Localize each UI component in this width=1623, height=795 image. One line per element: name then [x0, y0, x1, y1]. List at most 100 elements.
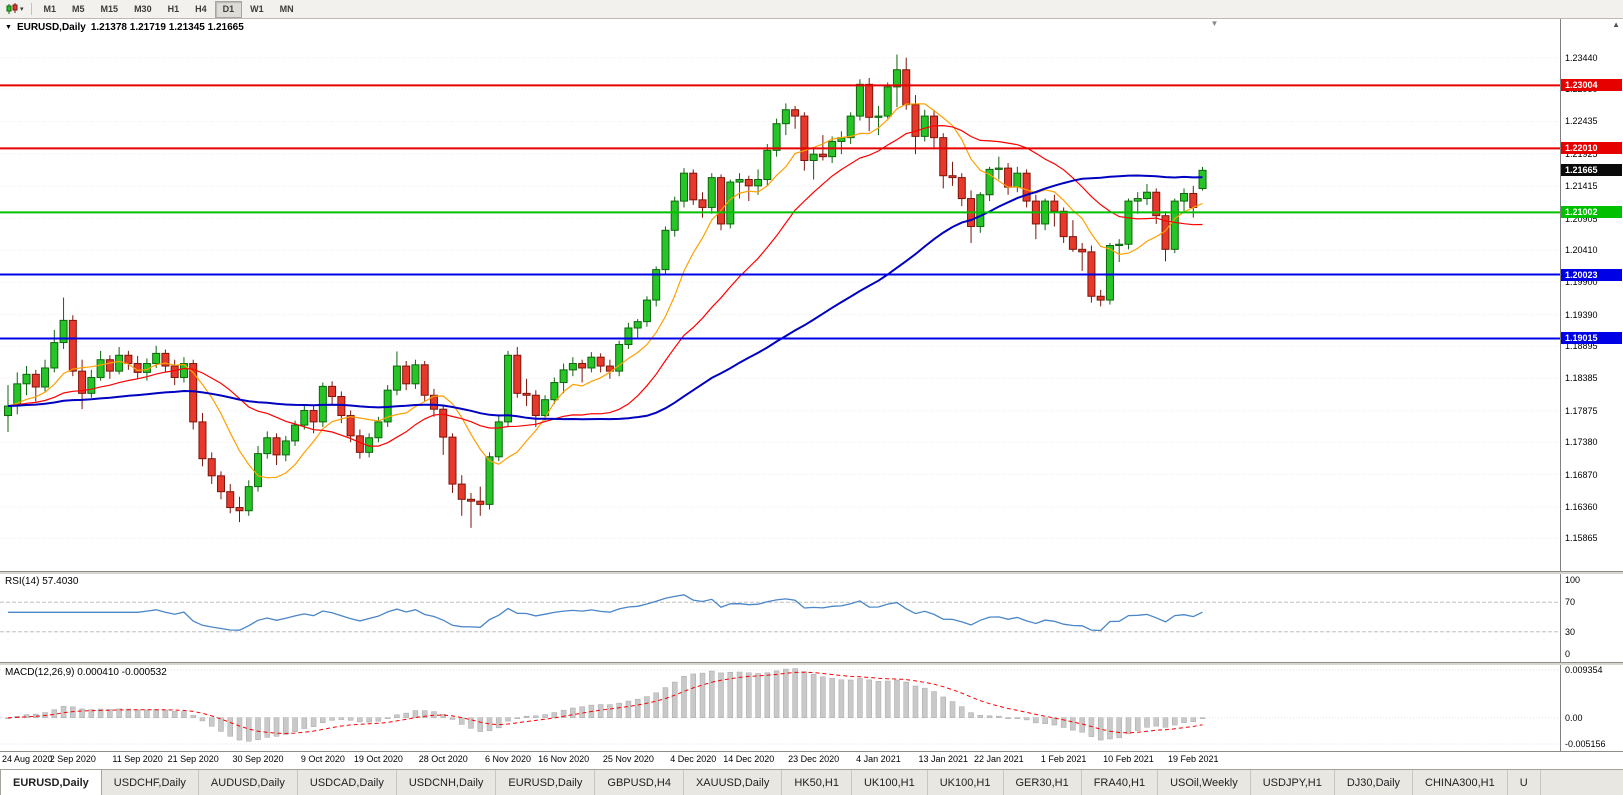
toolbar-separator: [30, 3, 32, 15]
chart-title-ohlc: 1.21378 1.21719 1.21345 1.21665: [90, 22, 244, 33]
time-axis-label: 1 Feb 2021: [1040, 754, 1087, 764]
rsi-axis-label: 70: [1565, 597, 1576, 608]
chart-title: ▼ EURUSD,Daily 1.21378 1.21719 1.21345 1…: [5, 22, 244, 33]
macd-histogram: [5, 668, 1206, 742]
ma-20-line: [7, 124, 1203, 447]
tab-ger30-h1[interactable]: GER30,H1: [1003, 770, 1082, 795]
time-axis-label: 21 Sep 2020: [167, 754, 219, 764]
tab-usdcnh-daily[interactable]: USDCNH,Daily: [396, 770, 497, 795]
rsi-axis-label: 30: [1565, 626, 1576, 637]
price-axis-label: 1.20410: [1565, 244, 1598, 255]
tab-uk100-h1[interactable]: UK100,H1: [927, 770, 1004, 795]
tab-eurusd-daily[interactable]: EURUSD,Daily: [496, 770, 596, 795]
timeframe-button-m15[interactable]: M15: [100, 3, 119, 14]
macd-canvas[interactable]: [0, 665, 1560, 751]
macd-signal-line: [7, 671, 1203, 735]
time-axis-label: 4 Dec 2020: [670, 754, 717, 764]
time-axis-label: 14 Dec 2020: [723, 754, 775, 764]
time-axis-label: 22 Jan 2021: [974, 754, 1024, 764]
timeframe-button-d1[interactable]: D1: [214, 0, 243, 18]
price-axis-label: 1.19900: [1565, 277, 1598, 288]
price-axis-label: 1.16360: [1565, 501, 1598, 512]
time-axis-label: 6 Nov 2020: [485, 754, 532, 764]
panel-divider[interactable]: [0, 571, 1623, 574]
tab-gbpusd-h4[interactable]: GBPUSD,H4: [595, 770, 684, 795]
tab-usdchf-daily[interactable]: USDCHF,Daily: [101, 770, 199, 795]
price-line-marker: 1.19015: [1561, 332, 1622, 345]
timeframe-button-h4[interactable]: H4: [195, 3, 207, 14]
time-axis: 24 Aug 2020 2 Sep 2020 11 Sep 2020 21 Sep 2…: [0, 751, 1623, 769]
time-axis-label: 28 Oct 2020: [418, 754, 468, 764]
time-axis-label: 9 Oct 2020: [300, 754, 345, 764]
price-axis-label: 1.22435: [1565, 116, 1598, 127]
price-axis-label: 1.20905: [1565, 213, 1598, 224]
time-axis-label: 2 Sep 2020: [49, 754, 96, 764]
tab-usdcad-daily[interactable]: USDCAD,Daily: [297, 770, 397, 795]
dropdown-caret-icon: ▾: [20, 6, 24, 13]
price-axis-label: 1.21415: [1565, 181, 1598, 192]
macd-label: MACD(12,26,9) 0.000410 -0.000532: [5, 667, 167, 678]
price-axis-label: 1.16870: [1565, 469, 1598, 480]
price-line-marker: 1.20023: [1561, 268, 1622, 281]
tab-dj30-daily[interactable]: DJ30,Daily: [1334, 770, 1414, 795]
candlestick-glyph: [6, 3, 18, 14]
time-axis-label: 10 Feb 2021: [1103, 754, 1154, 764]
rsi-line: [8, 594, 1203, 632]
macd-axis-label: 0.009354: [1565, 665, 1603, 675]
chart-stack: ▼ EURUSD,Daily 1.21378 1.21719 1.21345 1…: [0, 19, 1623, 769]
tab-eurusd-daily[interactable]: EURUSD,Daily: [0, 770, 102, 795]
tab-xauusd-daily[interactable]: XAUUSD,Daily: [683, 770, 783, 795]
time-axis-label: 11 Sep 2020: [112, 754, 163, 764]
rsi-axis-label: 0: [1565, 649, 1571, 659]
price-line-marker: 1.22010: [1561, 142, 1622, 155]
panel-divider[interactable]: [0, 662, 1623, 665]
tab-u[interactable]: U: [1507, 770, 1541, 795]
chart-shift-marker: ▼: [1210, 19, 1219, 28]
rsi-panel: RSI(14) 57.4030 100 70 30 0: [0, 574, 1623, 662]
price-axis-label: 1.23440: [1565, 52, 1598, 63]
tab-fra40-h1[interactable]: FRA40,H1: [1081, 770, 1159, 795]
ma-50-line: [7, 174, 1203, 421]
horizontal-lines[interactable]: [0, 84, 1560, 340]
scroll-up-icon[interactable]: ▲: [1612, 20, 1620, 29]
time-axis-label: 25 Nov 2020: [602, 754, 654, 764]
macd-axis: 0.009354 0.00 -0.005156: [1560, 665, 1623, 751]
timeframe-button-mn[interactable]: MN: [279, 3, 294, 14]
chart-tabs: EURUSD,Daily USDCHF,Daily AUDUSD,Daily USDC…: [0, 769, 1623, 795]
price-axis-label: 1.15865: [1565, 533, 1598, 544]
price-axis-label: 1.17380: [1565, 437, 1598, 448]
main-chart-panel: ▼ EURUSD,Daily 1.21378 1.21719 1.21345 1…: [0, 19, 1623, 571]
timeframe-button-m1[interactable]: M1: [43, 3, 57, 14]
macd-panel: MACD(12,26,9) 0.000410 -0.000532 0.00935…: [0, 665, 1623, 751]
price-axis-label: 1.18895: [1565, 341, 1598, 352]
tab-china300-h1[interactable]: CHINA300,H1: [1413, 770, 1508, 795]
timeframe-button-m5[interactable]: M5: [72, 3, 85, 14]
macd-axis-label: -0.005156: [1565, 739, 1606, 749]
timeframe-button-m30[interactable]: M30: [134, 3, 152, 14]
price-line-marker: 1.21002: [1561, 206, 1622, 219]
main-chart-canvas[interactable]: [0, 19, 1560, 571]
main-price-axis: 1.234401.229501.224351.219251.214151.209…: [1560, 19, 1623, 571]
time-axis-label: 16 Nov 2020: [538, 754, 590, 764]
tab-hk50-h1[interactable]: HK50,H1: [782, 770, 852, 795]
tab-uk100-h1[interactable]: UK100,H1: [851, 770, 928, 795]
price-axis-label: 1.18385: [1565, 373, 1598, 384]
candles: [4, 54, 1207, 528]
current-price-marker: 1.21665: [1561, 164, 1622, 177]
price-line-marker: 1.23004: [1561, 79, 1622, 92]
time-axis-label: 4 Jan 2021: [856, 754, 901, 764]
main-gridlines: [0, 57, 1560, 539]
chart-type-icon[interactable]: ▾: [3, 1, 27, 17]
timeframe-button-h1[interactable]: H1: [167, 3, 180, 14]
timeframe-buttons: M1 M5 M15 M30 H1 H4 D1 W1 MN: [36, 0, 302, 18]
rsi-canvas[interactable]: [0, 574, 1560, 662]
timeframe-button-w1[interactable]: W1: [250, 3, 264, 14]
chart-title-symbol: EURUSD,Daily: [16, 22, 86, 33]
collapse-arrow-icon[interactable]: ▼: [5, 24, 12, 31]
tab-audusd-daily[interactable]: AUDUSD,Daily: [198, 770, 298, 795]
ma-8-line: [7, 103, 1203, 479]
tab-usdjpy-h1[interactable]: USDJPY,H1: [1250, 770, 1335, 795]
tab-usoil-weekly[interactable]: USOil,Weekly: [1158, 770, 1251, 795]
time-axis-label: 19 Feb 2021: [1167, 754, 1219, 764]
